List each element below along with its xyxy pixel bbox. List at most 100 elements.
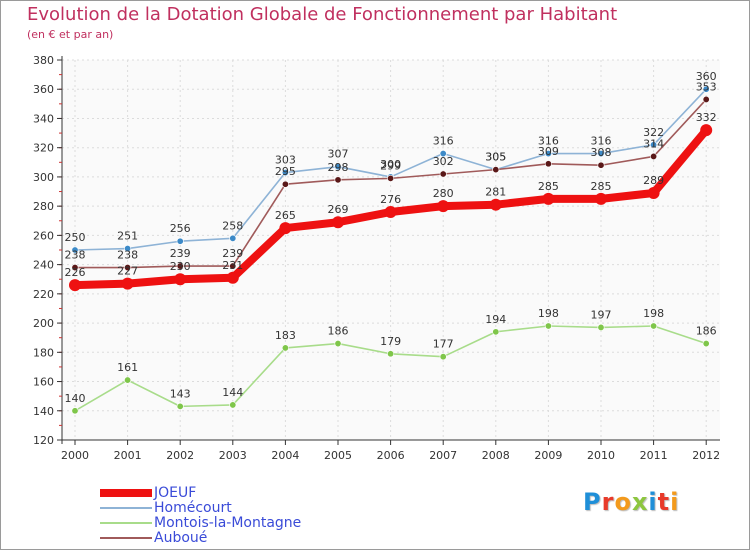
logo-letter: P [583,488,602,516]
data-point-joeuf [595,192,607,205]
legend-item-joeuf: JOEUF [100,484,197,501]
data-point-aubou- [492,166,500,174]
data-label-aubou-: 302 [433,155,454,168]
data-label-hom-court: 316 [538,135,559,148]
data-point-montois-la-montagne [387,350,395,358]
data-point-aubou- [176,262,184,270]
data-point-joeuf [489,198,502,211]
legend-swatch-homecourt [100,506,152,509]
logo-letter: i [648,488,658,516]
x-tick-label: 2008 [482,449,510,462]
data-label-hom-court: 360 [696,70,717,83]
y-tick-label: 240 [33,259,54,272]
x-tick-label: 2007 [429,449,457,462]
data-point-montois-la-montagne [650,322,658,330]
data-point-aubou- [544,160,552,168]
logo-letter: i [670,488,680,516]
proxiti-logo: Proxiti [583,488,679,516]
data-label-aubou-: 238 [117,249,138,262]
data-label-joeuf: 231 [222,259,243,272]
data-point-joeuf [384,206,397,218]
data-point-joeuf [437,200,450,213]
data-label-hom-court: 307 [328,148,349,161]
x-tick-label: 2000 [61,449,89,462]
data-point-joeuf [69,279,81,292]
logo-letter: r [601,488,615,516]
data-label-joeuf: 230 [170,260,191,273]
data-point-hom-court [176,237,184,245]
data-label-montois-la-montagne: 143 [170,387,191,400]
legend-label-homecourt: Homécourt [154,499,232,516]
data-point-hom-court [597,150,605,158]
data-label-joeuf: 332 [696,111,717,124]
data-label-aubou-: 299 [380,159,401,172]
data-point-montois-la-montagne [124,376,132,384]
x-tick-label: 2012 [692,449,720,462]
data-label-joeuf: 276 [380,193,401,206]
data-point-joeuf [226,271,239,284]
y-tick-label: 280 [33,200,54,213]
data-label-hom-court: 303 [275,154,296,167]
data-label-aubou-: 239 [222,247,243,260]
data-point-hom-court [439,150,447,158]
data-label-aubou-: 238 [65,249,86,262]
x-tick-label: 2009 [534,449,562,462]
legend-item-homecourt: Homécourt [100,499,232,516]
data-label-aubou-: 298 [328,161,349,174]
data-label-hom-court: 250 [65,231,86,244]
data-label-hom-court: 251 [117,230,138,243]
data-label-montois-la-montagne: 198 [643,307,664,320]
data-point-montois-la-montagne [334,340,342,348]
x-tick-label: 2011 [640,449,668,462]
data-label-joeuf: 280 [433,187,454,200]
data-point-montois-la-montagne [544,322,552,330]
data-label-joeuf: 269 [328,203,349,216]
data-point-hom-court [281,169,289,177]
data-label-montois-la-montagne: 144 [222,386,243,399]
data-point-aubou- [124,264,132,272]
data-point-hom-court [334,163,342,171]
legend-label-joeuf: JOEUF [154,484,197,501]
data-point-aubou- [71,264,79,272]
y-tick-label: 320 [33,142,54,155]
data-label-montois-la-montagne: 198 [538,307,559,320]
y-tick-label: 380 [33,54,54,67]
data-label-montois-la-montagne: 186 [328,325,349,338]
data-label-hom-court: 316 [591,135,612,148]
legend-label-auboue: Auboué [154,529,208,546]
chart-subtitle: (en € et par an) [27,28,114,41]
data-point-aubou- [702,95,710,103]
data-label-aubou-: 239 [170,247,191,260]
data-point-aubou- [439,170,447,178]
data-point-joeuf [279,222,292,235]
y-tick-label: 160 [33,376,54,389]
data-label-montois-la-montagne: 186 [696,325,717,338]
legend-item-auboue: Auboué [100,529,208,546]
data-point-hom-court [229,234,237,242]
data-point-hom-court [124,245,132,253]
data-point-montois-la-montagne [597,323,605,331]
data-point-joeuf [121,277,134,290]
y-tick-label: 300 [33,171,54,184]
data-point-hom-court [702,85,710,93]
data-label-montois-la-montagne: 183 [275,329,296,342]
data-point-montois-la-montagne [229,401,237,409]
data-point-montois-la-montagne [281,344,289,352]
x-tick-label: 2010 [587,449,615,462]
data-label-hom-court: 316 [433,135,454,148]
x-tick-label: 2005 [324,449,352,462]
data-label-hom-court: 305 [485,151,506,164]
y-tick-label: 180 [33,346,54,359]
logo-letter: x [631,488,649,516]
data-label-joeuf: 265 [275,209,296,222]
data-label-aubou-: 305 [485,151,506,164]
y-tick-label: 140 [33,405,54,418]
data-label-montois-la-montagne: 177 [433,338,454,351]
data-label-joeuf: 285 [591,180,612,193]
data-label-hom-court: 300 [380,158,401,171]
data-point-montois-la-montagne [492,328,500,336]
x-tick-label: 2004 [271,449,299,462]
data-point-joeuf [647,187,660,199]
y-tick-label: 120 [33,434,54,447]
